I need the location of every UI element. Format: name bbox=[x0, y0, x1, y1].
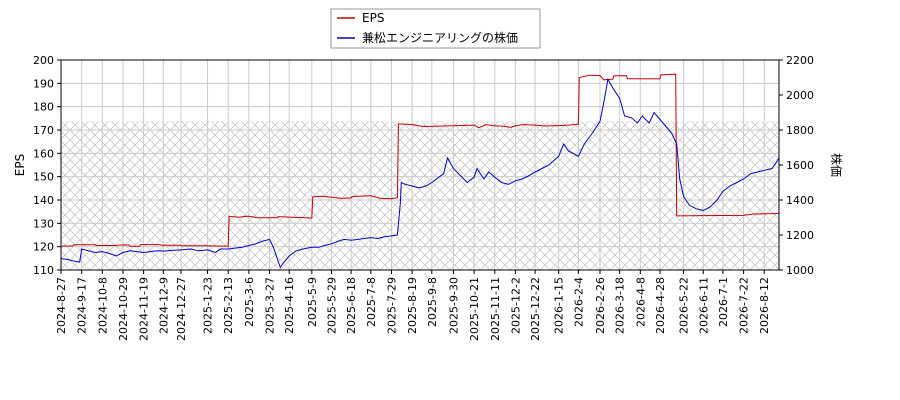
x-tick-label: 2025-12-2 bbox=[509, 277, 522, 334]
legend-box bbox=[330, 8, 541, 49]
y-right-tick-label: 1200 bbox=[786, 229, 814, 242]
x-tick-label: 2024-10-29 bbox=[117, 277, 130, 341]
y-left-tick-label: 160 bbox=[33, 147, 54, 160]
x-tick-label: 2025-9-8 bbox=[426, 277, 439, 327]
series-layer bbox=[61, 73, 779, 269]
legend-label-stock-price: 兼松エンジニアリングの株価 bbox=[362, 30, 518, 45]
x-tick-label: 2024-8-27 bbox=[55, 277, 68, 334]
y-right-tick-label: 1000 bbox=[786, 264, 814, 277]
x-tick-label: 2024-9-17 bbox=[76, 277, 89, 334]
x-axis: 2024-8-27 2024-9-17 2024-10-8 2024-10-29 202… bbox=[55, 270, 771, 341]
y-axis-right: 1000 1200 1400 1600 1800 2000 2200 bbox=[779, 54, 814, 277]
x-tick-label: 2025-8-19 bbox=[406, 277, 419, 334]
x-tick-label: 2024-11-19 bbox=[138, 277, 151, 341]
x-tick-label: 2025-1-23 bbox=[202, 277, 215, 334]
y-left-tick-label: 200 bbox=[33, 54, 54, 67]
x-tick-label: 2026-4-28 bbox=[654, 277, 667, 334]
y-left-tick-label: 140 bbox=[33, 194, 54, 207]
y-left-tick-label: 120 bbox=[33, 241, 54, 254]
y-right-tick-label: 2000 bbox=[786, 89, 814, 102]
x-tick-label: 2025-12-22 bbox=[529, 277, 542, 341]
y-left-tick-label: 180 bbox=[33, 101, 54, 114]
x-tick-label: 2025-5-9 bbox=[306, 277, 319, 327]
x-tick-label: 2025-7-8 bbox=[365, 277, 378, 327]
x-tick-label: 2025-11-11 bbox=[489, 277, 502, 341]
x-tick-label: 2026-8-12 bbox=[758, 277, 771, 334]
x-tick-label: 2025-7-29 bbox=[385, 277, 398, 334]
series-line-stock-price bbox=[61, 77, 779, 269]
y-axis-right-label: 株価 bbox=[829, 153, 844, 177]
x-tick-label: 2024-12-27 bbox=[175, 277, 188, 341]
x-tick-label: 2026-7-22 bbox=[738, 277, 751, 334]
x-tick-label: 2026-4-8 bbox=[634, 277, 647, 327]
x-tick-label: 2025-9-30 bbox=[447, 277, 460, 334]
x-tick-label: 2026-2-4 bbox=[572, 277, 585, 327]
y-left-tick-label: 130 bbox=[33, 217, 54, 230]
legend-label-eps: EPS bbox=[362, 11, 384, 25]
y-right-tick-label: 1400 bbox=[786, 194, 814, 207]
y-left-tick-label: 150 bbox=[33, 171, 54, 184]
x-tick-label: 2026-6-11 bbox=[697, 277, 710, 334]
y-axis-left: 110 120 130 140 150 160 170 180 190 200 bbox=[33, 54, 61, 277]
hatch-band bbox=[61, 121, 779, 270]
x-tick-label: 2025-3-6 bbox=[243, 277, 256, 327]
series-line-eps bbox=[61, 73, 779, 247]
x-tick-label: 2025-2-13 bbox=[222, 277, 235, 334]
x-tick-label: 2024-12-9 bbox=[157, 277, 170, 334]
y-left-tick-label: 170 bbox=[33, 124, 54, 137]
y-right-tick-label: 2200 bbox=[786, 54, 814, 67]
y-axis-left-label: EPS bbox=[13, 154, 27, 176]
y-left-tick-label: 190 bbox=[33, 77, 54, 90]
y-left-tick-label: 110 bbox=[33, 264, 54, 277]
y-right-tick-label: 1800 bbox=[786, 124, 814, 137]
x-tick-label: 2026-2-26 bbox=[594, 277, 607, 334]
x-tick-label: 2024-10-8 bbox=[96, 277, 109, 334]
x-tick-label: 2026-1-15 bbox=[553, 277, 566, 334]
x-tick-label: 2025-6-18 bbox=[345, 277, 358, 334]
x-tick-label: 2026-3-18 bbox=[614, 277, 627, 334]
x-tick-label: 2025-5-29 bbox=[325, 277, 338, 334]
x-tick-label: 2025-10-21 bbox=[468, 277, 481, 341]
legend: EPS 兼松エンジニアリングの株価 bbox=[330, 8, 541, 49]
x-tick-label: 2026-5-22 bbox=[678, 277, 691, 334]
x-tick-label: 2026-7-1 bbox=[717, 277, 730, 327]
y-right-tick-label: 1600 bbox=[786, 159, 814, 172]
x-tick-label: 2025-3-27 bbox=[264, 277, 277, 334]
x-tick-label: 2025-4-16 bbox=[283, 277, 296, 334]
